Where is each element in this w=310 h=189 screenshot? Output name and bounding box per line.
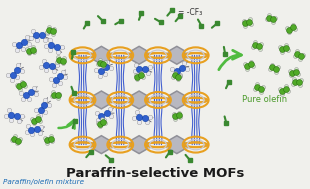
Polygon shape [94,91,109,109]
Polygon shape [169,46,184,64]
Polygon shape [131,136,147,154]
Text: = -CF₃: = -CF₃ [178,8,202,17]
Text: Pure olefin: Pure olefin [242,95,287,105]
Polygon shape [169,91,184,109]
Polygon shape [94,136,109,154]
Polygon shape [94,46,109,64]
Text: Paraffin-selective MOFs: Paraffin-selective MOFs [66,167,244,180]
Polygon shape [131,46,147,64]
Polygon shape [131,91,147,109]
Polygon shape [169,136,184,154]
Text: Paraffin/olefin mixture: Paraffin/olefin mixture [3,179,84,185]
